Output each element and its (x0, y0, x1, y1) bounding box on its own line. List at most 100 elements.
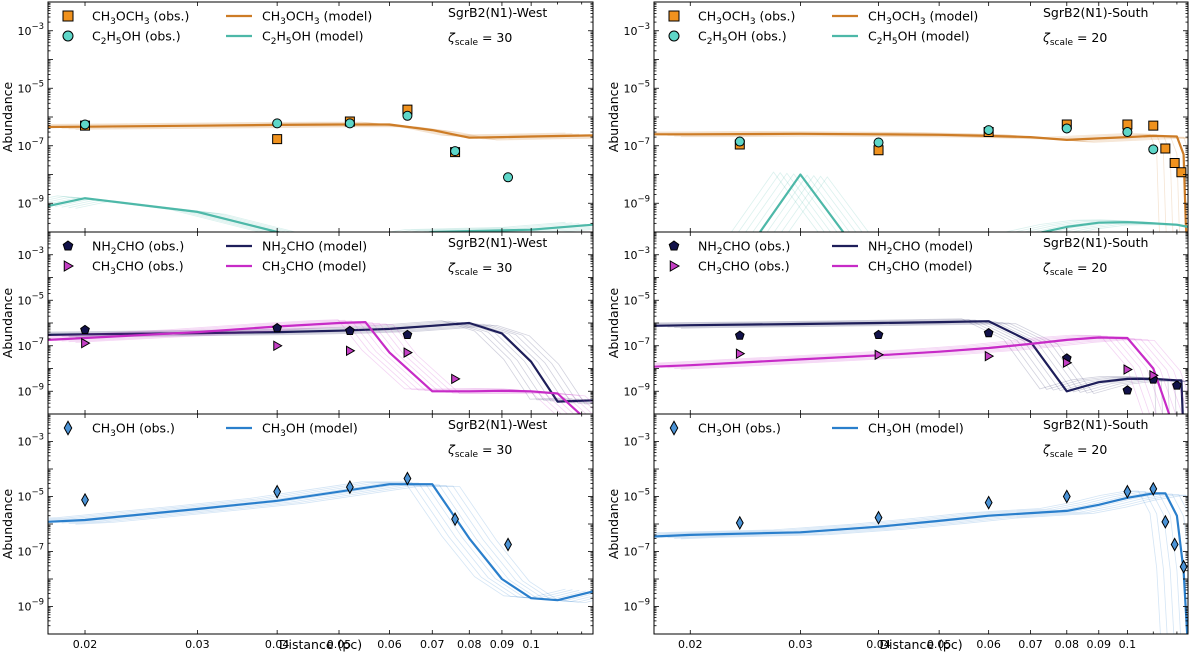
y-tick-base: 10 (623, 25, 637, 38)
legend-marker-swatch (63, 260, 75, 272)
legend-label-part: CH (92, 421, 110, 436)
legend-label-part: 3 (110, 429, 116, 439)
y-tick-label: 10−7 (17, 137, 44, 153)
ensemble-line (680, 323, 1188, 395)
x-tick-label: 0.07 (1018, 638, 1043, 651)
y-tick-label: 10−5 (17, 291, 44, 307)
y-tick-label: 10−9 (17, 598, 44, 614)
legend-label-part: OH (892, 421, 911, 436)
y-tick-exponent: −5 (637, 79, 650, 89)
ensemble-line (48, 482, 573, 599)
ch3cho-obs--point (81, 337, 91, 349)
ensemble-line (48, 321, 580, 401)
legend-label-part: H (882, 29, 891, 44)
y-tick-base: 10 (623, 436, 637, 449)
c2h5oh-obs--point (873, 137, 884, 148)
y-tick-exponent: −5 (637, 291, 650, 301)
ch3och3-obs--point (1160, 143, 1171, 154)
x-tick-label: 0.04 (265, 638, 290, 651)
legend-label-part: NH (262, 239, 281, 254)
y-tick-exponent: −7 (31, 137, 44, 147)
legend-label: CH3OH (model) (868, 421, 964, 440)
ch3cho-model--line (48, 321, 582, 414)
zeta-value: = 30 (478, 30, 512, 45)
c2h5oh-obs--point (272, 118, 283, 129)
legend-marker-swatch (668, 30, 680, 42)
y-tick-label: 10−5 (623, 79, 650, 95)
panel-3: 10−910−710−510−3AbundanceSgrB2(N1)-Westζ… (0, 413, 594, 652)
legend-label-part: (obs.) (756, 9, 796, 24)
ensemble-line (48, 482, 580, 600)
ch3oh-obs--point (1170, 537, 1179, 552)
legend-label: CH3CHO (model) (262, 259, 367, 278)
ch3oh-obs--point (874, 510, 883, 525)
ensemble-line (667, 321, 1188, 393)
legend-label-part: (obs.) (150, 9, 190, 24)
zeta-label: ζscale = 20 (1042, 260, 1107, 278)
legend-label-part: CHO (722, 259, 750, 274)
y-axis-title: Abundance (0, 287, 15, 358)
ensemble-line (75, 324, 593, 405)
legend-label-part: (obs.) (750, 259, 790, 274)
y-tick-exponent: −5 (31, 79, 44, 89)
ch3oh-model--ensemble (654, 490, 1188, 634)
ensemble-line (48, 320, 573, 401)
ensemble-line (680, 495, 1188, 540)
y-tick-label: 10−3 (17, 22, 44, 38)
legend-label-part: CH (262, 259, 280, 274)
ensemble-line (68, 324, 593, 404)
legend-label-part: 5 (892, 37, 898, 47)
panel-5-plot-area (654, 318, 1188, 414)
nh2cho-model--line (654, 320, 1184, 414)
panel-5-legend: NH2CHO (obs.) NH2CHO (model)CH3CHO (obs.)… (668, 239, 973, 277)
legend-label-part: OH (292, 29, 311, 44)
ensemble-line (48, 122, 580, 137)
ensemble-line (75, 126, 593, 141)
panel-1: 10−910−710−510−3AbundanceSgrB2(N1)-Westζ… (0, 1, 594, 233)
c2h5oh-obs--point (1122, 127, 1133, 138)
legend-label-part: OH (728, 29, 747, 44)
x-tick-label: 0.07 (420, 638, 445, 651)
zeta-symbol: ζ (1042, 260, 1051, 275)
legend-label: CH3OCH3 (model) (262, 9, 372, 28)
ch3cho-obs--point (1149, 369, 1159, 381)
c2h5oh-obs--point (983, 125, 994, 136)
legend-label: CH3OCH3 (obs.) (92, 9, 189, 28)
ch3och3-model--line (48, 123, 593, 139)
y-tick-label: 10−7 (17, 543, 44, 559)
y-tick-label: 10−3 (17, 433, 44, 449)
y-tick-exponent: −3 (637, 433, 650, 443)
ch3oh-obs--point (403, 471, 412, 486)
zeta-subscript: scale (1050, 268, 1074, 278)
legend-label-part: 3 (750, 17, 756, 27)
panel-1-legend: CH3OCH3 (obs.) CH3OCH3 (model)C2H5OH (obs… (62, 9, 372, 47)
legend-label-part: OH (722, 421, 741, 436)
ensemble-line (654, 493, 1188, 634)
panel-3-plot-area (48, 471, 593, 604)
ch3oh-obs--point (1123, 484, 1132, 499)
legend-label-part: 3 (920, 17, 926, 27)
nh2cho-obs--point (1122, 385, 1133, 395)
panel-6-legend: CH3OH (obs.) CH3OH (model) (669, 420, 964, 440)
legend-label-part: 3 (886, 429, 892, 439)
c2h5oh-obs--point (734, 136, 745, 147)
panel-3-legend: CH3OH (obs.) CH3OH (model) (63, 420, 358, 439)
legend-label-part: NH (92, 239, 111, 254)
legend-label-part: H (106, 29, 115, 44)
y-tick-base: 10 (623, 491, 637, 504)
legend-label-part: (model) (920, 239, 973, 254)
zeta-symbol: ζ (447, 442, 456, 457)
ensemble-line (680, 135, 1188, 143)
panel-6: 10−910−710−510−3AbundanceSgrB2(N1)-South… (606, 413, 1189, 652)
zeta-label: ζscale = 30 (447, 442, 512, 460)
legend-label-part: CH (92, 259, 110, 274)
ensemble-line (48, 483, 587, 601)
ensemble-line (680, 339, 1188, 395)
y-tick-base: 10 (17, 601, 31, 614)
legend-label-part: 3 (110, 267, 116, 277)
ch3oh-obs--point (735, 515, 744, 530)
legend-label-part: 5 (286, 37, 292, 47)
ensemble-line (654, 491, 1168, 634)
legend-marker-swatch (668, 10, 680, 22)
y-tick-exponent: −3 (31, 246, 44, 256)
